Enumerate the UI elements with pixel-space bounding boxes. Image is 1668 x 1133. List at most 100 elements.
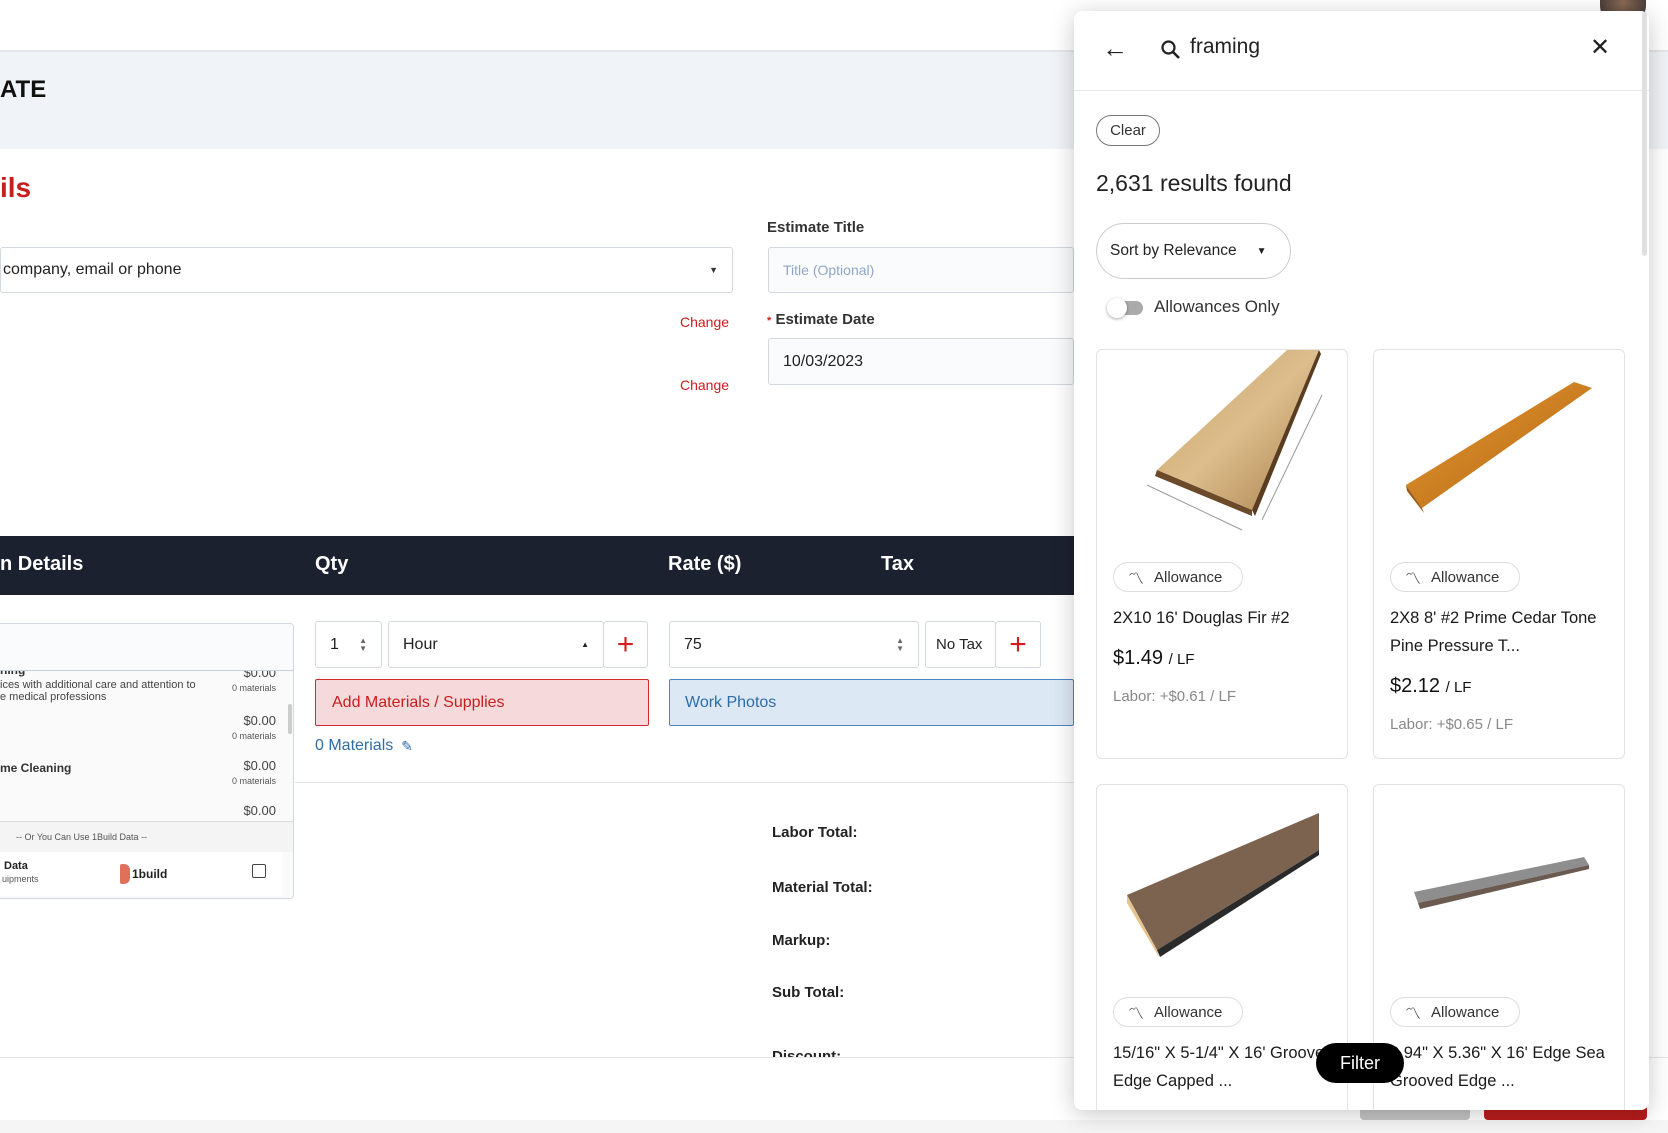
- qty-value: 1: [330, 635, 339, 653]
- external-link-icon[interactable]: [252, 864, 266, 878]
- col-rate: Rate ($): [668, 553, 742, 575]
- change-link[interactable]: Change: [680, 377, 730, 393]
- estimate-title-input[interactable]: Title (Optional): [768, 247, 1074, 293]
- rate-input[interactable]: 75 ▲ ▼: [669, 621, 919, 668]
- product-name: 15/16" X 5-1/4" X 16' Grooved Edge Cappe…: [1113, 1044, 1334, 1090]
- item-title: ning: [0, 671, 276, 677]
- sort-value: Sort by Relevance: [1110, 242, 1237, 259]
- trend-icon: 〽: [1405, 571, 1422, 588]
- badge-label: Allowance: [1431, 1003, 1500, 1021]
- badge-label: Allowance: [1154, 568, 1223, 586]
- price-unit: / LF: [1445, 679, 1472, 696]
- panel-scrollbar[interactable]: [1642, 11, 1647, 256]
- add-unit-button[interactable]: +: [603, 621, 648, 668]
- change-link[interactable]: Change: [680, 314, 730, 330]
- rate-value: 75: [684, 635, 702, 653]
- estimate-date-value: 10/03/2023: [783, 352, 864, 370]
- unit-select[interactable]: Hour ▲: [388, 621, 604, 668]
- subtotal-label: Sub Total:: [772, 984, 845, 1001]
- results-count: 2,631 results found: [1096, 170, 1292, 196]
- clear-button[interactable]: Clear: [1096, 115, 1160, 146]
- product-card[interactable]: 〽 Allowance 2X8 8' #2 Prime Cedar Tone Pi…: [1373, 349, 1625, 759]
- item-dropdown: ning ices with additional care and atten…: [0, 623, 294, 899]
- estimate-date-label-text: Estimate Date: [775, 311, 875, 328]
- add-materials-button[interactable]: Add Materials / Supplies: [315, 679, 649, 726]
- dropdown-list[interactable]: ning ices with additional care and atten…: [0, 671, 286, 821]
- allowance-badge: 〽 Allowance: [1113, 562, 1244, 592]
- trend-icon: 〽: [1405, 1006, 1422, 1023]
- labor-total-label: Labor Total:: [772, 824, 858, 841]
- item-materials: 0 materials: [231, 683, 276, 693]
- product-name: 2X8 8' #2 Prime Cedar Tone Pine Pressure…: [1390, 609, 1597, 655]
- tax-select[interactable]: No Tax: [925, 621, 996, 668]
- product-name: 2X10 16' Douglas Fir #2: [1113, 609, 1290, 627]
- dropdown-divider-text: -- Or You Can Use 1Build Data --: [0, 821, 293, 852]
- list-item[interactable]: ning ices with additional care and atten…: [0, 671, 276, 713]
- allowance-badge: 〽 Allowance: [1390, 997, 1521, 1027]
- item-materials: 0 materials: [231, 776, 276, 786]
- product-card[interactable]: 〽 Allowance 15/16" X 5-1/4" X 16' Grooved…: [1096, 784, 1348, 1110]
- product-name: 0.94" X 5.36" X 16' Edge Sea Grooved Edg…: [1390, 1044, 1605, 1090]
- price-unit: / LF: [1168, 651, 1195, 668]
- item-desc: ices with additional care and attention …: [0, 679, 196, 691]
- price-value: $1.49: [1113, 647, 1164, 669]
- col-details: n Details: [0, 553, 84, 575]
- back-arrow-icon[interactable]: ←: [1102, 33, 1128, 63]
- price-value: $2.12: [1390, 675, 1441, 697]
- item-price: $0.00: [243, 713, 276, 728]
- toggle-knob: [1107, 298, 1127, 318]
- divider: [295, 782, 1074, 783]
- item-desc: e medical professions: [0, 691, 107, 703]
- material-search-panel: ← framing ✕ Clear 2,631 results found So…: [1074, 11, 1649, 1110]
- pencil-icon: ✎: [401, 737, 413, 754]
- item-description-input[interactable]: [0, 624, 293, 671]
- product-image: [1414, 857, 1589, 909]
- sort-select[interactable]: Sort by Relevance ▼: [1096, 223, 1291, 279]
- stepper-arrows-icon[interactable]: ▲ ▼: [896, 635, 904, 653]
- onebuild-logo-text: 1build: [132, 867, 168, 881]
- stepper-arrows-icon[interactable]: ▲ ▼: [359, 635, 367, 653]
- qty-stepper[interactable]: 1 ▲ ▼: [315, 621, 382, 668]
- estimate-title-placeholder: Title (Optional): [783, 262, 875, 278]
- allowances-toggle[interactable]: [1107, 298, 1143, 318]
- labor-price: Labor: +$0.61 / LF: [1113, 688, 1237, 705]
- section-title: ils: [0, 172, 32, 203]
- customer-placeholder: company, email or phone: [3, 261, 182, 278]
- page-title: ATE: [0, 76, 47, 103]
- onebuild-logo-mark: [120, 864, 130, 884]
- caret-up-icon: ▲: [581, 640, 589, 649]
- close-icon[interactable]: ✕: [1590, 34, 1611, 61]
- list-item[interactable]: me Cleaning $0.00 0 materials: [0, 756, 276, 800]
- product-card[interactable]: 〽 Allowance 0.94" X 5.36" X 16' Edge Sea …: [1373, 784, 1625, 1110]
- footer-bottom: [0, 1120, 1668, 1133]
- line-items-header: n Details Qty Rate ($) Tax: [0, 536, 1074, 595]
- search-input[interactable]: framing: [1190, 35, 1261, 58]
- work-photos-button[interactable]: Work Photos: [669, 679, 1074, 726]
- estimate-title-label: Estimate Title: [767, 219, 865, 236]
- filter-button[interactable]: Filter: [1316, 1043, 1404, 1083]
- material-total-label: Material Total:: [772, 879, 873, 896]
- item-price: $0.00: [243, 758, 276, 773]
- onebuild-row[interactable]: Data uipments 1build: [0, 852, 282, 896]
- add-tax-button[interactable]: +: [995, 621, 1041, 668]
- badge-label: Allowance: [1431, 568, 1500, 586]
- materials-link[interactable]: 0 Materials ✎: [315, 737, 413, 755]
- estimate-date-input[interactable]: 10/03/2023: [768, 338, 1074, 385]
- item-title: me Cleaning: [0, 761, 72, 775]
- trend-icon: 〽: [1128, 571, 1145, 588]
- product-image: [1127, 813, 1319, 957]
- list-item[interactable]: $0.00: [0, 801, 276, 821]
- customer-select[interactable]: company, email or phone ▼: [0, 247, 733, 293]
- allowances-only-label: Allowances Only: [1154, 297, 1280, 316]
- allowance-badge: 〽 Allowance: [1390, 562, 1521, 592]
- onebuild-title: Data: [4, 860, 28, 872]
- allowance-badge: 〽 Allowance: [1113, 997, 1244, 1027]
- discount-label: Discount:: [772, 1048, 842, 1057]
- dropdown-scrollbar[interactable]: [288, 704, 292, 734]
- col-qty: Qty: [315, 553, 349, 575]
- list-item[interactable]: $0.00 0 materials: [0, 711, 276, 755]
- col-tax: Tax: [881, 553, 914, 575]
- product-card[interactable]: 〽 Allowance 2X10 16' Douglas Fir #2 $1.49…: [1096, 349, 1348, 759]
- item-price: $0.00: [243, 803, 276, 818]
- caret-down-icon: ▼: [709, 265, 718, 275]
